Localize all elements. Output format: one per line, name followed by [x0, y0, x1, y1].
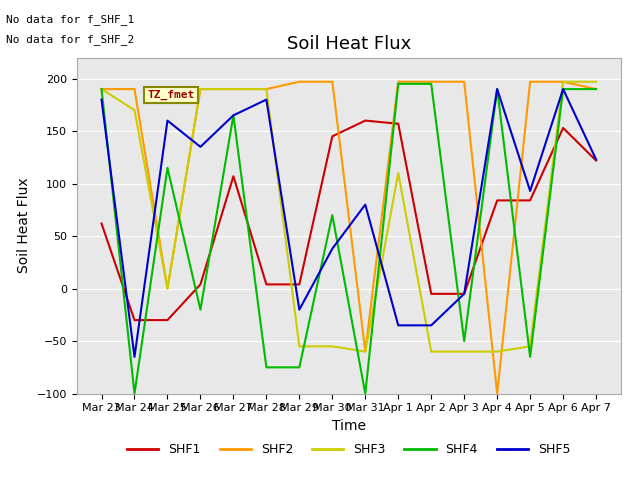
SHF2: [262, 86, 270, 92]
SHF1: [131, 317, 138, 323]
SHF2: [428, 79, 435, 84]
SHF5: [362, 202, 369, 207]
SHF5: [98, 97, 106, 103]
SHF1: [196, 281, 204, 287]
SHF5: [460, 291, 468, 297]
SHF5: [131, 354, 138, 360]
SHF5: [559, 86, 567, 92]
SHF1: [592, 157, 600, 163]
SHF3: [296, 344, 303, 349]
SHF4: [362, 391, 369, 396]
SHF2: [196, 86, 204, 92]
SHF1: [328, 133, 336, 139]
SHF5: [164, 118, 172, 123]
SHF3: [328, 344, 336, 349]
SHF3: [493, 348, 501, 354]
SHF2: [526, 79, 534, 84]
SHF1: [230, 173, 237, 179]
Legend: SHF1, SHF2, SHF3, SHF4, SHF5: SHF1, SHF2, SHF3, SHF4, SHF5: [122, 438, 575, 461]
SHF3: [428, 348, 435, 354]
SHF5: [196, 144, 204, 150]
SHF4: [131, 391, 138, 396]
SHF5: [592, 156, 600, 162]
SHF2: [362, 348, 369, 354]
SHF4: [230, 112, 237, 118]
Title: Soil Heat Flux: Soil Heat Flux: [287, 35, 411, 53]
SHF3: [526, 344, 534, 349]
SHF4: [592, 86, 600, 92]
SHF4: [296, 364, 303, 370]
Line: SHF1: SHF1: [102, 120, 596, 320]
SHF2: [296, 79, 303, 84]
SHF1: [428, 291, 435, 297]
SHF3: [592, 79, 600, 84]
SHF3: [164, 286, 172, 291]
SHF3: [230, 86, 237, 92]
SHF3: [559, 79, 567, 84]
SHF2: [592, 86, 600, 92]
SHF3: [362, 348, 369, 354]
SHF4: [164, 165, 172, 171]
SHF2: [559, 79, 567, 84]
SHF4: [98, 86, 106, 92]
SHF1: [394, 121, 402, 127]
SHF4: [460, 338, 468, 344]
SHF5: [526, 188, 534, 194]
Text: No data for f_SHF_2: No data for f_SHF_2: [6, 34, 134, 45]
Text: No data for f_SHF_1: No data for f_SHF_1: [6, 14, 134, 25]
SHF1: [493, 198, 501, 204]
SHF2: [394, 79, 402, 84]
SHF2: [493, 391, 501, 396]
SHF4: [526, 354, 534, 360]
SHF1: [98, 221, 106, 227]
Line: SHF4: SHF4: [102, 84, 596, 394]
SHF5: [394, 323, 402, 328]
SHF1: [164, 317, 172, 323]
SHF5: [493, 86, 501, 92]
Text: TZ_fmet: TZ_fmet: [147, 90, 195, 100]
SHF4: [328, 212, 336, 218]
SHF2: [230, 86, 237, 92]
SHF4: [493, 86, 501, 92]
Line: SHF2: SHF2: [102, 82, 596, 394]
Y-axis label: Soil Heat Flux: Soil Heat Flux: [17, 178, 31, 274]
SHF3: [196, 86, 204, 92]
SHF1: [296, 281, 303, 287]
SHF2: [460, 79, 468, 84]
SHF2: [328, 79, 336, 84]
SHF2: [131, 86, 138, 92]
SHF3: [262, 86, 270, 92]
SHF5: [230, 112, 237, 118]
Line: SHF5: SHF5: [102, 89, 596, 357]
SHF5: [296, 307, 303, 312]
SHF4: [428, 81, 435, 87]
SHF5: [262, 97, 270, 103]
SHF1: [362, 118, 369, 123]
SHF3: [98, 86, 106, 92]
SHF4: [559, 86, 567, 92]
SHF2: [98, 86, 106, 92]
SHF3: [394, 170, 402, 176]
SHF5: [428, 323, 435, 328]
SHF4: [262, 364, 270, 370]
SHF4: [394, 81, 402, 87]
SHF3: [131, 107, 138, 113]
SHF2: [164, 286, 172, 291]
SHF1: [262, 281, 270, 287]
X-axis label: Time: Time: [332, 419, 366, 433]
SHF4: [196, 307, 204, 312]
SHF1: [526, 198, 534, 204]
SHF1: [559, 125, 567, 131]
SHF5: [328, 246, 336, 252]
SHF1: [460, 291, 468, 297]
Line: SHF3: SHF3: [102, 82, 596, 351]
SHF3: [460, 348, 468, 354]
